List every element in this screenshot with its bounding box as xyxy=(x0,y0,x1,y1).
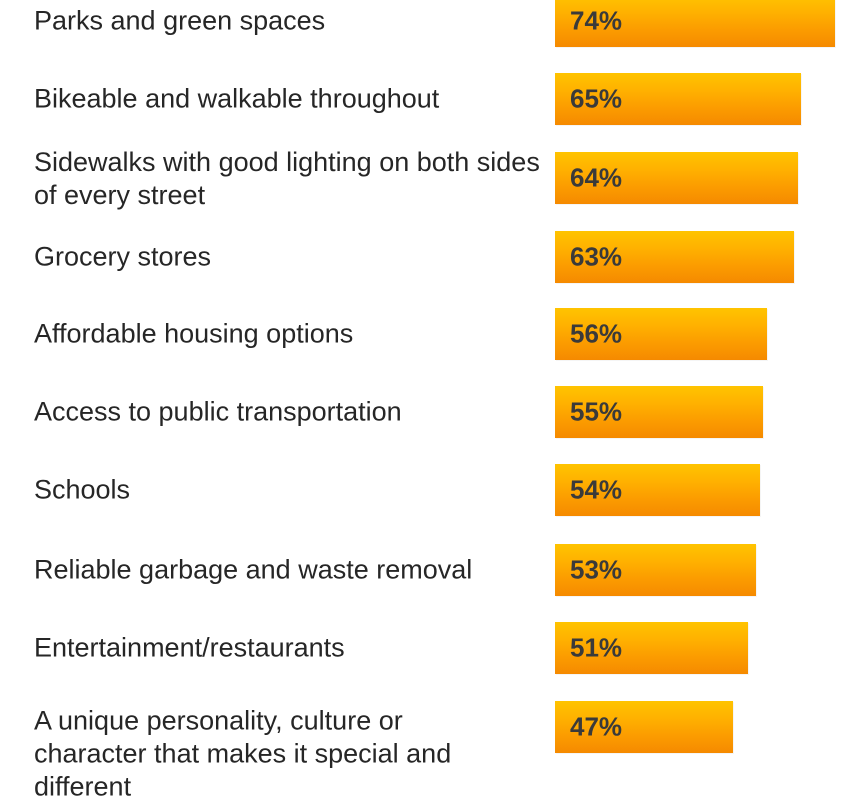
bar xyxy=(555,308,767,360)
bar xyxy=(555,0,835,47)
category-label: Affordable housing options xyxy=(34,318,354,349)
category-label: Entertainment/restaurants xyxy=(34,632,345,663)
bar-value-label: 63% xyxy=(570,241,623,272)
bar xyxy=(555,622,748,674)
bar xyxy=(555,464,760,516)
bar xyxy=(555,73,801,125)
category-label: Bikeable and walkable throughout xyxy=(34,83,440,114)
bar xyxy=(555,544,756,596)
bar-value-label: 47% xyxy=(570,711,623,742)
bar-value-label: 64% xyxy=(570,162,623,193)
bar xyxy=(555,231,794,283)
bar xyxy=(555,152,798,204)
category-label: Parks and green spaces xyxy=(34,5,326,36)
bar-value-label: 51% xyxy=(570,632,623,663)
category-label: A unique personality, culture or charact… xyxy=(34,705,452,802)
bar-value-label: 54% xyxy=(570,474,623,505)
bar-value-label: 53% xyxy=(570,554,623,585)
bar-value-label: 74% xyxy=(570,5,623,36)
category-label: Sidewalks with good lighting on both sid… xyxy=(34,147,540,210)
bar xyxy=(555,386,763,438)
bar-value-label: 65% xyxy=(570,83,623,114)
category-label: Grocery stores xyxy=(34,241,212,272)
category-label: Access to public transportation xyxy=(34,396,402,427)
bar-value-label: 56% xyxy=(570,318,623,349)
bar-value-label: 55% xyxy=(570,396,623,427)
category-label: Schools xyxy=(34,474,131,505)
bar xyxy=(555,701,733,753)
category-label: Reliable garbage and waste removal xyxy=(34,554,473,585)
